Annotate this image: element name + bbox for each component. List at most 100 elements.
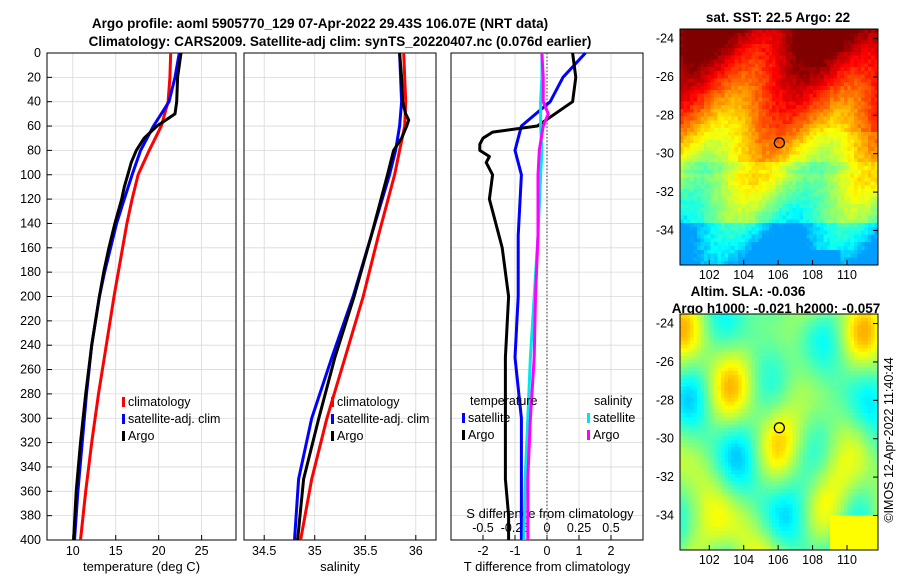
map-cell: [843, 204, 848, 209]
map-cell: [819, 325, 824, 330]
map-cell: [847, 196, 852, 201]
map-cell: [847, 219, 852, 224]
map-cell: [717, 32, 722, 38]
map-cell: [690, 93, 695, 99]
map-cell: [785, 124, 790, 129]
map-cell: [738, 333, 743, 338]
map-cell: [837, 162, 842, 167]
map-cell: [761, 200, 766, 205]
map-cell: [847, 230, 852, 236]
map-cell: [819, 63, 824, 68]
map-cell: [775, 348, 780, 353]
map-cell: [710, 63, 715, 68]
map-cell: [710, 207, 715, 213]
map-cell: [686, 44, 691, 49]
map-cell: [714, 166, 719, 171]
map-cell: [724, 120, 729, 125]
map-cell: [854, 116, 859, 121]
map-cell: [785, 127, 790, 133]
map-cell: [837, 230, 842, 236]
map-cell: [686, 93, 691, 99]
map-cell: [717, 74, 722, 80]
map-cell: [840, 169, 845, 175]
map-cell: [741, 181, 746, 186]
map-cell: [864, 48, 869, 53]
map-cell: [738, 234, 743, 239]
map-cell: [748, 40, 753, 45]
map-cell: [748, 386, 753, 391]
map-cell: [819, 59, 824, 64]
map-cell: [799, 223, 804, 228]
map-cell: [690, 70, 695, 76]
map-cell: [860, 143, 865, 148]
map-cell: [782, 336, 787, 342]
map-cell: [867, 253, 872, 258]
map-cell: [874, 173, 878, 179]
map-cell: [806, 51, 811, 57]
map-cell: [748, 196, 753, 201]
map-cell: [864, 340, 869, 346]
map-cell: [710, 226, 715, 232]
map-cell: [874, 147, 878, 152]
x-tick-label: 35: [308, 544, 322, 558]
map-cell: [741, 348, 746, 353]
map-cell: [830, 67, 835, 72]
map-cell: [741, 97, 746, 102]
map-cell: [830, 97, 835, 102]
map-cell: [751, 127, 756, 133]
map-cell: [761, 242, 766, 247]
map-cell: [714, 359, 719, 365]
map-cell: [871, 314, 876, 319]
map-cell: [813, 340, 818, 346]
map-cell: [847, 226, 852, 232]
map-cell: [816, 363, 821, 368]
map-cell: [833, 89, 838, 95]
map-cell: [806, 127, 811, 133]
map-cell: [871, 333, 876, 338]
map-cell: [789, 101, 794, 106]
map-cell: [755, 139, 760, 144]
map-cell: [734, 363, 739, 368]
map-cell: [744, 162, 749, 167]
map-cell: [816, 143, 821, 148]
map-cell: [731, 124, 736, 129]
map-cell: [840, 253, 845, 258]
map-cell: [860, 238, 865, 243]
y-tick-label: 40: [27, 95, 41, 109]
map-cell: [720, 344, 725, 349]
map-cell: [819, 333, 824, 338]
map-cell: [744, 74, 749, 80]
map-cell: [758, 230, 763, 236]
map-cell: [837, 344, 842, 349]
map-cell: [714, 108, 719, 114]
map-cell: [683, 40, 688, 45]
map-cell: [860, 177, 865, 182]
map-cell: [789, 112, 794, 118]
map-cell: [779, 78, 784, 83]
map-cell: [731, 36, 736, 42]
map-cell: [792, 371, 797, 376]
map-cell: [782, 257, 787, 262]
map-cell: [826, 40, 831, 45]
map-cell: [700, 333, 705, 338]
map-cell: [796, 51, 801, 57]
map-cell: [806, 325, 811, 330]
map-cell: [806, 63, 811, 68]
map-cell: [840, 226, 845, 232]
map-cell: [802, 105, 807, 110]
map-cell: [768, 314, 773, 319]
map-cell: [809, 48, 814, 53]
map-cell: [854, 367, 859, 372]
map-cell: [690, 51, 695, 57]
map-cell: [680, 344, 685, 349]
map-cell: [772, 105, 777, 110]
map-cell: [710, 204, 715, 209]
map-cell: [772, 367, 777, 372]
map-cell: [751, 158, 756, 163]
map-cell: [724, 93, 729, 99]
map-cell: [830, 386, 835, 391]
map-cell: [796, 158, 801, 163]
map-cell: [717, 200, 722, 205]
map-cell: [779, 200, 784, 205]
map-cell: [700, 44, 705, 49]
